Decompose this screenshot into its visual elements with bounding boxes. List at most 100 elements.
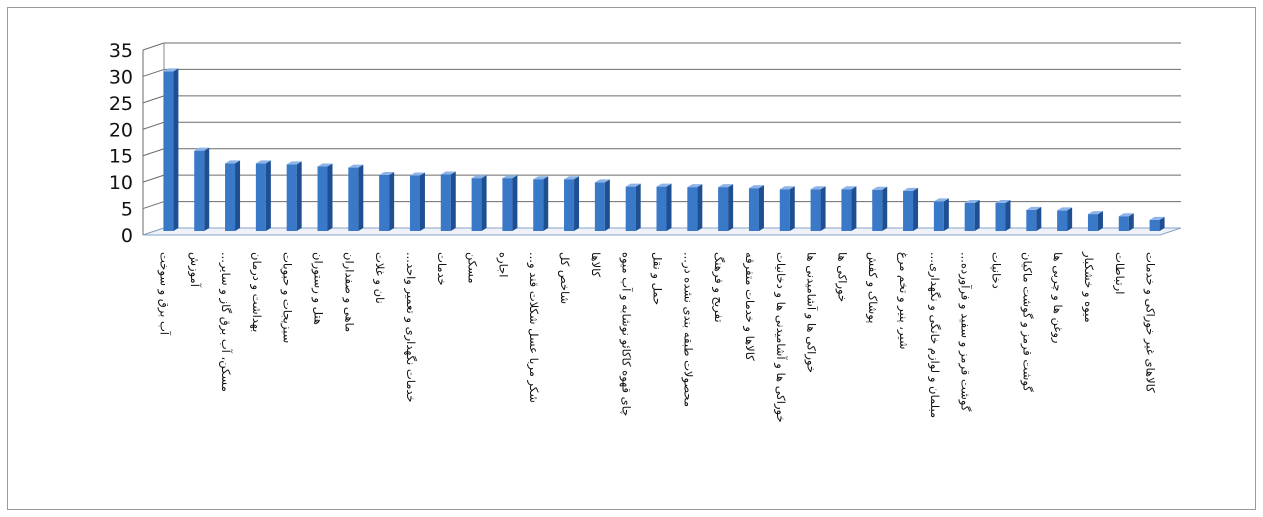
- bar-side: [666, 183, 672, 231]
- bar-top: [841, 186, 857, 190]
- bar-front: [872, 189, 883, 231]
- bar-top: [779, 186, 795, 190]
- bar-front: [379, 174, 390, 231]
- bar: [379, 171, 395, 231]
- bar: [933, 198, 949, 231]
- bar-side: [820, 186, 826, 231]
- bar-top: [687, 184, 703, 188]
- bar-top: [1149, 216, 1165, 220]
- bar: [964, 199, 980, 231]
- category-label: مسکن، آب برق گاز و سایر...: [218, 252, 233, 392]
- bar-top: [625, 183, 641, 187]
- bar-front: [194, 150, 205, 231]
- category-label: دخانیات: [990, 252, 1004, 289]
- bar: [903, 187, 919, 231]
- bar: [194, 147, 210, 231]
- bar-side: [789, 186, 795, 231]
- bar-front: [1057, 210, 1068, 231]
- bar: [225, 160, 241, 231]
- bar-side: [943, 198, 949, 231]
- bar-front: [317, 166, 328, 231]
- bar-front: [748, 188, 759, 231]
- category-label: نان و غلات: [372, 252, 387, 304]
- bar-front: [564, 179, 575, 231]
- bar-top: [810, 186, 826, 190]
- bar-side: [758, 185, 764, 231]
- bar-side: [851, 186, 857, 231]
- bar-side: [574, 176, 580, 231]
- chart-frame: [7, 7, 1256, 510]
- bar-top: [502, 175, 518, 179]
- bar-side: [1097, 211, 1103, 231]
- category-label: شاخص کل: [557, 252, 572, 304]
- bar-front: [594, 182, 605, 231]
- category-label: خوراکی ها و آشامیدنی ها: [804, 252, 819, 373]
- category-label: کالاها: [589, 252, 603, 278]
- bar-top: [1087, 211, 1103, 215]
- category-label: حمل و نقل: [650, 252, 665, 305]
- bar-front: [1087, 214, 1098, 231]
- bar-front: [1149, 219, 1160, 231]
- bar-front: [163, 71, 174, 231]
- bar: [255, 160, 271, 231]
- bar-top: [163, 68, 179, 72]
- bar-side: [1005, 199, 1011, 231]
- bar-side: [882, 186, 888, 231]
- bar-side: [204, 147, 210, 231]
- bar-front: [225, 163, 236, 231]
- category-label: پوشاک و کفش: [865, 252, 880, 323]
- bar-top: [348, 164, 364, 168]
- bar-front: [533, 179, 544, 231]
- bar-front: [995, 202, 1006, 231]
- bar-top: [1057, 207, 1073, 211]
- bar-front: [718, 187, 729, 231]
- category-label: کالاها و خدمات متفرقه: [742, 252, 757, 361]
- bar-top: [995, 199, 1011, 203]
- bar: [779, 186, 795, 231]
- y-tick-label: 35: [109, 40, 133, 62]
- bar-top: [409, 172, 425, 176]
- bar-side: [635, 183, 641, 231]
- bar: [718, 184, 734, 231]
- bar: [564, 176, 580, 231]
- category-label: خدمات: [435, 252, 449, 286]
- y-tick-label: 10: [109, 172, 133, 194]
- bar-side: [481, 175, 487, 231]
- bar-front: [1118, 216, 1129, 231]
- category-label: شکر مربا عسل شکلات قند و...: [526, 252, 541, 403]
- bar: [995, 199, 1011, 231]
- category-label: میوه و خشکبار: [1081, 251, 1096, 323]
- bar-side: [1128, 213, 1134, 231]
- bar-top: [255, 160, 271, 164]
- bar-front: [409, 175, 420, 231]
- bar-top: [964, 199, 980, 203]
- category-label: اجاره: [495, 252, 510, 277]
- bar-top: [533, 176, 549, 180]
- category-label: محصولات طبقه بندی نشده در...: [680, 252, 695, 407]
- bar: [841, 186, 857, 231]
- category-label: آب برق و سوخت: [156, 252, 171, 336]
- category-label: کالاهای غیر خوراکی و خدمات: [1143, 252, 1158, 393]
- bar-front: [687, 187, 698, 231]
- bar-top: [748, 185, 764, 189]
- bar-side: [697, 184, 703, 231]
- bar: [317, 163, 333, 231]
- category-label: تفریح و فرهنگ: [711, 252, 726, 323]
- bar-side: [419, 172, 425, 231]
- bar: [163, 68, 179, 231]
- bar-side: [974, 199, 980, 231]
- bar-top: [471, 175, 487, 179]
- bar-side: [450, 171, 456, 231]
- category-label: سبزیجات و حبوبات: [280, 252, 295, 343]
- x-axis-category-labels: آب برق و سوخت آموزش مسکن، آب برق گاز و سای…: [156, 251, 1157, 423]
- chart-floor: [142, 227, 1182, 236]
- bar-front: [502, 178, 513, 231]
- y-tick-label: 15: [109, 146, 133, 168]
- bar-side: [296, 161, 302, 231]
- grid-connector: [142, 121, 165, 130]
- bar-front: [625, 186, 636, 231]
- bar-top: [933, 198, 949, 202]
- bar-top: [194, 147, 210, 151]
- bar: [594, 179, 610, 231]
- bar-side: [512, 175, 518, 231]
